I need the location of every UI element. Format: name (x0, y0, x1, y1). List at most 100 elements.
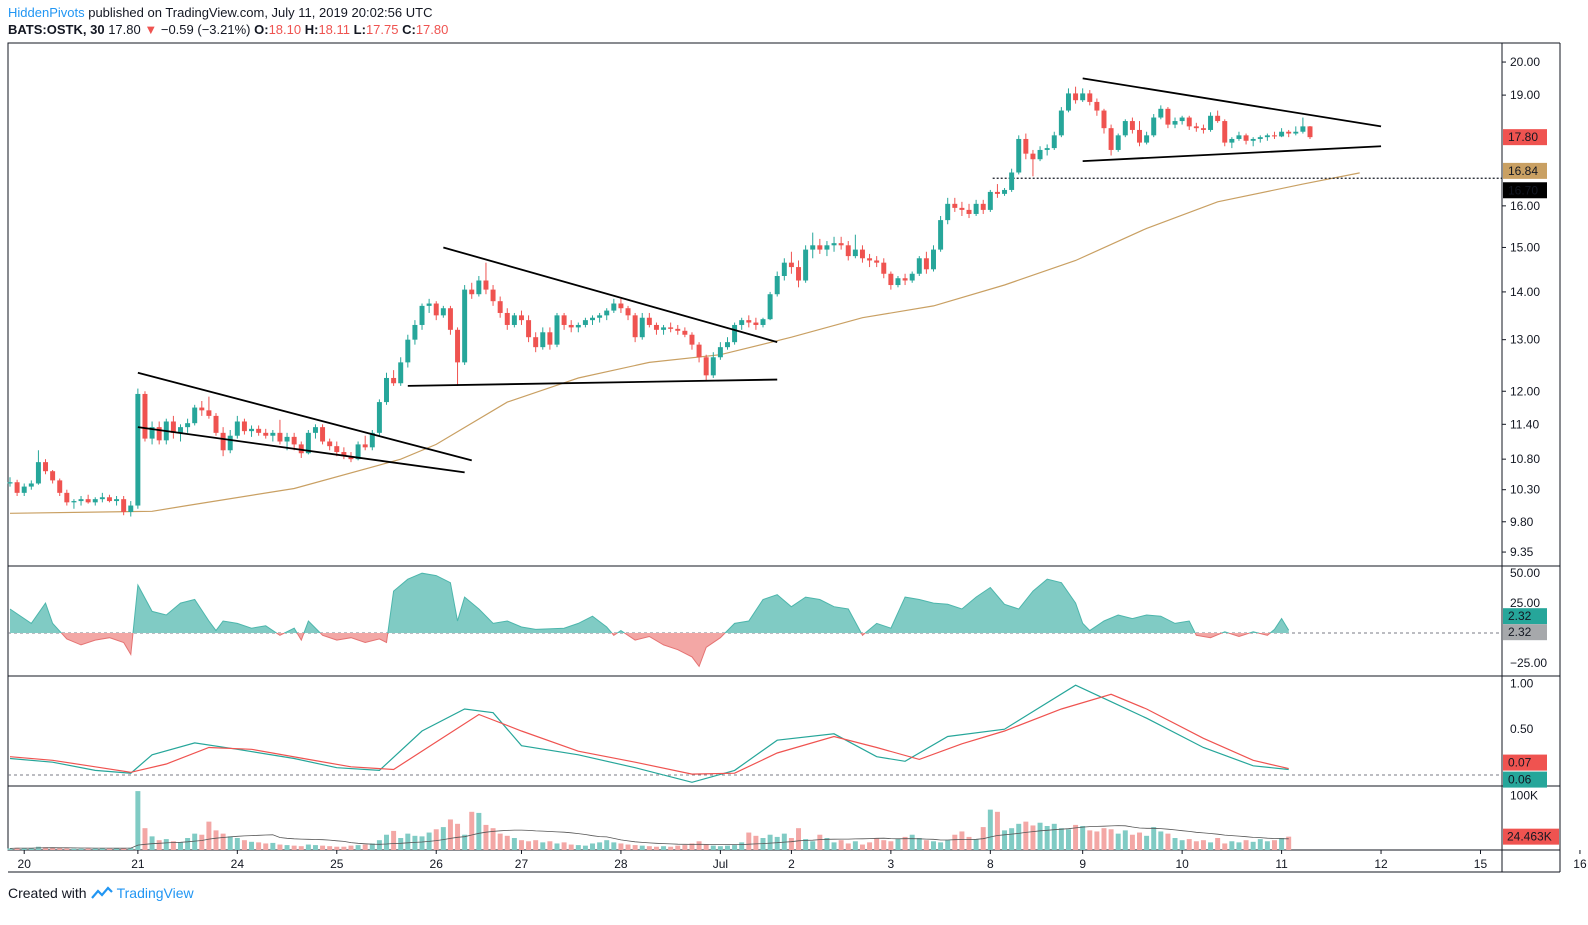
volume-bar (554, 843, 560, 850)
price-axis-tick-label: 16.00 (1510, 199, 1540, 213)
volume-bar (121, 848, 127, 850)
volume-bar (277, 844, 283, 850)
trendline-flag2-upper (443, 246, 778, 344)
volume-bar (945, 840, 951, 850)
trendline-flag3-upper (1082, 77, 1382, 128)
volume-bar (1243, 840, 1249, 850)
author-link[interactable]: HiddenPivots (8, 5, 85, 20)
volume-bar (1158, 831, 1164, 850)
chart-publish-info: HiddenPivots published on TradingView.co… (8, 5, 432, 20)
candle-body (1009, 172, 1015, 190)
volume-label-bg (1503, 828, 1559, 845)
trendline-flag3-lower (1082, 145, 1382, 163)
volume-bar (639, 845, 645, 850)
volume-bar (575, 845, 581, 850)
candle-body (391, 377, 397, 384)
cci-axis-tick-label: 50.00 (1510, 566, 1540, 580)
candle-body (767, 294, 773, 320)
candle-body (980, 203, 986, 210)
candle-body (1165, 108, 1171, 125)
price-axis-tick-label: 19.00 (1510, 88, 1540, 102)
stoch-axis-tick-label: 0.50 (1510, 722, 1534, 736)
volume-bar (909, 834, 915, 850)
publish-text: published on TradingView.com, July 11, 2… (84, 5, 433, 20)
candle-body (831, 243, 837, 246)
volume-bar (43, 847, 49, 850)
candle-body (178, 427, 183, 433)
volume-bar (653, 846, 659, 850)
volume-bar (504, 835, 510, 850)
volume-bar (746, 832, 752, 850)
volume-bar (341, 846, 347, 850)
volume-bar (774, 836, 780, 850)
candle-body (1271, 135, 1277, 137)
candle-body (490, 289, 496, 302)
candle-body (241, 421, 247, 432)
candle-body (888, 273, 894, 286)
candle-body (916, 258, 922, 274)
candle-body (653, 324, 659, 330)
volume-bar (114, 848, 120, 850)
candle-body (192, 407, 198, 424)
candle-body (739, 320, 745, 325)
volume-bar (185, 838, 191, 850)
volume-bar (35, 846, 41, 850)
volume-bar (547, 841, 553, 850)
candle-body (1172, 121, 1178, 125)
time-axis-tick-label: 11 (1275, 857, 1288, 871)
candle-body (774, 275, 780, 295)
volume-bar (241, 840, 247, 850)
candle-body (810, 245, 816, 250)
candle-body (1186, 117, 1192, 127)
candle-body (170, 421, 176, 433)
candle-body (582, 320, 588, 325)
candle-body (57, 480, 63, 493)
volume-bar (973, 839, 979, 850)
candle-body (71, 501, 77, 503)
time-axis-tick-label: 26 (430, 857, 444, 871)
candle-body (1236, 135, 1242, 139)
candle-body (717, 347, 723, 358)
volume-bar (284, 845, 290, 850)
candle-body (50, 471, 56, 481)
volume-bar (7, 848, 13, 850)
candle-body (973, 203, 979, 214)
candle-body (1044, 148, 1050, 150)
volume-bar (916, 838, 922, 850)
volume-bar (689, 843, 695, 850)
candle-body (859, 249, 865, 259)
volume-bar (469, 811, 475, 850)
volume-bar (71, 848, 77, 850)
price-axis-tick-label: 9.35 (1510, 545, 1534, 559)
cci-axis-tick-label: 25.00 (1510, 596, 1540, 610)
volume-bar (369, 843, 375, 850)
candle-body (1016, 138, 1022, 173)
candle-body (1300, 126, 1306, 132)
volume-bar (902, 836, 908, 850)
volume-bar (398, 838, 404, 850)
volume-bar (256, 842, 262, 850)
candle-body (256, 428, 262, 433)
volume-bar (1222, 843, 1228, 850)
volume-bar (646, 846, 652, 850)
tradingview-link[interactable]: TradingView (116, 885, 194, 901)
candle-body (1250, 138, 1256, 141)
ma-value-label: 16.84 (1508, 164, 1538, 178)
time-axis-tick-label: 8 (987, 857, 994, 871)
volume-bar (1264, 841, 1270, 850)
volume-bar (895, 839, 901, 850)
time-axis-tick-label: 24 (231, 857, 245, 871)
candle-body (327, 441, 333, 447)
candle-body (696, 344, 702, 358)
volume-bar (320, 845, 326, 850)
volume-bar (305, 844, 311, 850)
volume-bar (753, 835, 759, 850)
volume-bar (92, 848, 98, 850)
candle-body (931, 249, 936, 270)
volume-bar (1051, 823, 1057, 850)
candle-body (447, 308, 453, 330)
time-axis-tick-label: 21 (131, 857, 145, 871)
candle-body (568, 324, 574, 328)
volume-bar (1257, 839, 1263, 850)
